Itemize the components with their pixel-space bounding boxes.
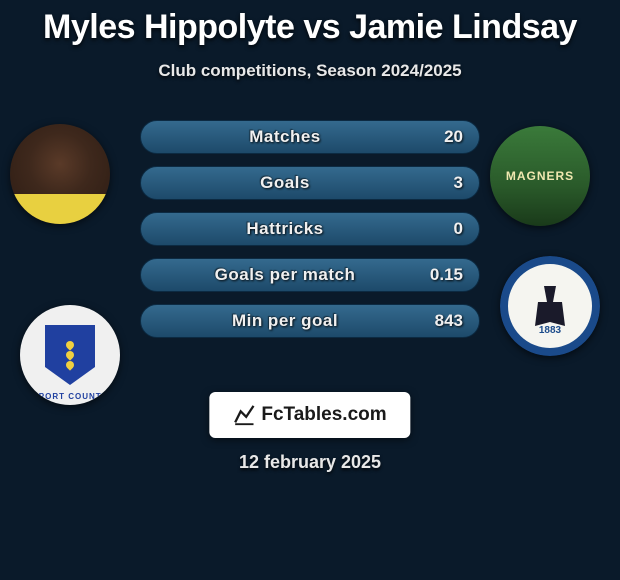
player2-name: Jamie Lindsay: [349, 8, 577, 46]
fleur-icon: [64, 359, 75, 370]
fleur-icon: [64, 339, 75, 350]
stat-row: Min per goal843: [140, 304, 480, 338]
date-text: 12 february 2025: [0, 452, 620, 473]
club1-ring-text: KPORT COUNTY: [20, 392, 120, 401]
stat-row: Hattricks0: [140, 212, 480, 246]
stat-label: Goals per match: [141, 265, 429, 285]
stat-value-right: 0.15: [429, 265, 479, 285]
stat-label: Min per goal: [141, 311, 429, 331]
player2-avatar: MAGNERS: [490, 126, 590, 226]
stat-value-right: 843: [429, 311, 479, 331]
club2-crest-inner: 1883: [500, 256, 600, 356]
club2-year: 1883: [539, 325, 561, 336]
fleur-icon: [64, 349, 75, 360]
chart-icon: [233, 404, 255, 426]
stat-label: Hattricks: [141, 219, 429, 239]
subtitle: Club competitions, Season 2024/2025: [0, 61, 620, 81]
stat-value-right: 3: [429, 173, 479, 193]
club2-crest: 1883: [500, 256, 600, 356]
stat-row: Matches20: [140, 120, 480, 154]
stat-label: Goals: [141, 173, 429, 193]
player1-avatar: [10, 124, 110, 224]
stats-container: Matches20 Goals3 Hattricks0 Goals per match…: [140, 120, 480, 350]
club1-crest: KPORT COUNTY: [20, 305, 120, 405]
stat-row: Goals per match0.15: [140, 258, 480, 292]
stat-value-right: 20: [429, 127, 479, 147]
stat-value-right: 0: [429, 219, 479, 239]
stat-row: Goals3: [140, 166, 480, 200]
player2-photo: MAGNERS: [490, 126, 590, 226]
player1-name: Myles Hippolyte: [43, 8, 294, 46]
club1-crest-inner: KPORT COUNTY: [20, 305, 120, 405]
watermark-text: FcTables.com: [261, 404, 386, 426]
club1-shield: [45, 325, 95, 385]
page-title: Myles Hippolyte vs Jamie Lindsay: [0, 0, 620, 47]
watermark: FcTables.com: [209, 392, 410, 438]
vs-text: vs: [303, 8, 340, 46]
player1-photo: [10, 124, 110, 224]
magners-badge: MAGNERS: [506, 169, 574, 183]
club2-emblem: [535, 286, 565, 326]
stat-label: Matches: [141, 127, 429, 147]
